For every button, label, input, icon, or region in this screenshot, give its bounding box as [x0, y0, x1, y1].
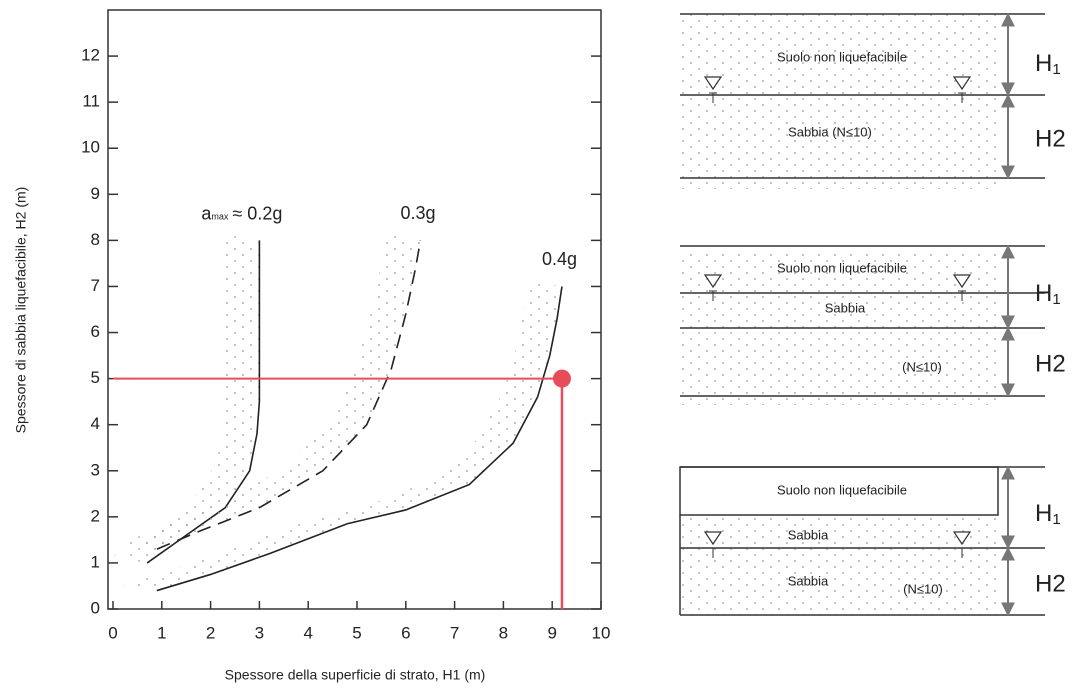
curve-label: amax ≈ 0.2g — [201, 203, 282, 223]
h1-main: H — [1035, 50, 1052, 77]
x-tick-label: 3 — [255, 623, 264, 642]
h2-label: H2 — [1035, 350, 1066, 377]
water-table — [703, 274, 723, 289]
water-table-tick — [958, 547, 966, 558]
y-axis-label: Spessore di sabbia liquefacibile, H2 (m) — [13, 187, 29, 434]
curve — [156, 240, 422, 550]
marker-point — [552, 369, 571, 388]
layer-text: Suolo non liquefacibile — [777, 49, 907, 64]
layer-text: Sabbia — [825, 300, 866, 315]
x-axis-label: Spessore della superficie di strato, H1 … — [225, 667, 486, 683]
h1-sub: 1 — [1052, 511, 1060, 528]
x-tick-label: 10 — [592, 623, 611, 642]
x-tick-label: 0 — [108, 623, 117, 642]
x-tick-label: 2 — [206, 623, 215, 642]
series-name: 0.4g — [542, 249, 577, 269]
plot-frame — [107, 9, 602, 610]
x-tick-label: 9 — [547, 623, 556, 642]
water-table — [703, 76, 723, 91]
h1-main: H — [1035, 500, 1052, 527]
amax-subscript: max — [211, 212, 229, 222]
y-tick-label: 9 — [91, 184, 100, 203]
h1-label: H1 — [1035, 500, 1061, 528]
water-table-tick — [958, 92, 966, 103]
x-tick-label: 1 — [157, 623, 166, 642]
water-table — [952, 76, 972, 91]
layer-text: (N≤10) — [903, 581, 943, 596]
soil-texture — [680, 517, 998, 615]
layer-text: Sabbia — [788, 573, 829, 588]
water-table-tick — [709, 547, 717, 558]
y-tick-label: 5 — [91, 368, 100, 387]
h2-label: H2 — [1035, 125, 1066, 152]
scatter-band — [122, 234, 421, 550]
h1-main: H — [1035, 280, 1052, 307]
y-tick-label: 11 — [82, 92, 100, 111]
layer-text: Suolo non liquefacibile — [777, 260, 907, 275]
h1-sub: 1 — [1052, 291, 1060, 308]
x-tick-label: 8 — [499, 623, 508, 642]
h1-label: H1 — [1035, 280, 1061, 308]
amax-symbol: a — [201, 203, 212, 223]
h1-sub: 1 — [1052, 61, 1060, 78]
y-tick-label: 3 — [91, 460, 100, 479]
x-tick-label: 5 — [352, 623, 361, 642]
y-tick-label: 10 — [81, 138, 100, 157]
x-tick-label: 6 — [401, 623, 410, 642]
series-name: 0.3g — [400, 203, 435, 223]
h1-label: H1 — [1035, 50, 1061, 78]
y-tick-label: 0 — [91, 598, 100, 617]
x-tick-label: 7 — [450, 623, 459, 642]
water-table-tick — [709, 290, 717, 301]
water-table — [952, 531, 972, 546]
y-tick-label: 1 — [91, 552, 100, 571]
water-table — [952, 274, 972, 289]
y-tick-label: 12 — [81, 46, 100, 65]
layer-text: Suolo non liquefacibile — [777, 482, 907, 497]
y-tick-label: 4 — [91, 414, 100, 433]
water-table-tick — [709, 92, 717, 103]
water-table — [703, 531, 723, 546]
series-name: ≈ 0.2g — [232, 203, 282, 223]
layer-text: Sabbia (N≤10) — [788, 124, 872, 139]
water-table-tick — [958, 290, 966, 301]
scatter-band — [113, 234, 260, 563]
layer-text: Sabbia — [788, 527, 829, 542]
y-tick-label: 8 — [91, 230, 100, 249]
y-tick-label: 2 — [91, 506, 100, 525]
curve — [156, 286, 563, 592]
y-tick-label: 6 — [91, 322, 100, 341]
soil-texture — [680, 14, 998, 189]
h2-label: H2 — [1035, 570, 1066, 597]
layer-text: (N≤10) — [902, 359, 942, 374]
y-tick-label: 7 — [91, 276, 100, 295]
x-tick-label: 4 — [303, 623, 312, 642]
